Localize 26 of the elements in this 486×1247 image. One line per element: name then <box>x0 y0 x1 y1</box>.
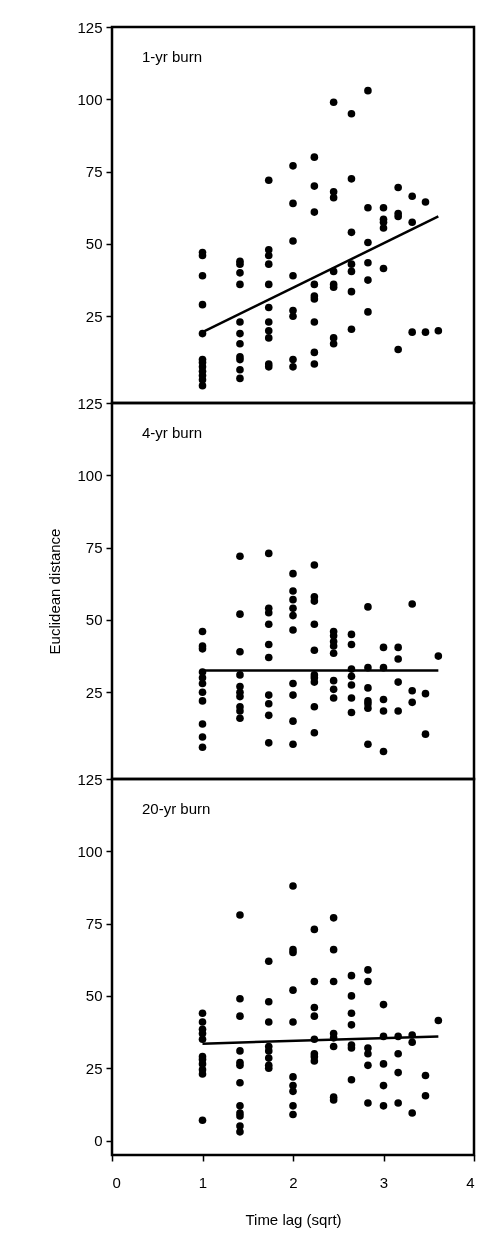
text: 4-yr burn <box>142 424 203 441</box>
x-tick-label: 4 <box>466 1173 475 1191</box>
text: 1-yr burn <box>142 48 203 65</box>
text: 20-yr burn <box>142 800 211 817</box>
x-tick-label: 3 <box>379 1173 389 1191</box>
y-axis-title: Euclidean distance <box>46 528 64 655</box>
y-tick-label: 100 <box>77 90 103 108</box>
y-tick-label: 50 <box>85 235 103 253</box>
y-tick-label: 125 <box>77 18 103 36</box>
y-tick-label: 25 <box>85 307 103 325</box>
x-tick-label: 1 <box>198 1173 208 1191</box>
y-tick-label: 50 <box>85 611 103 629</box>
y-tick-label: 75 <box>85 915 103 933</box>
x-tick-label: 2 <box>289 1173 298 1191</box>
x-tick-label: 0 <box>112 1173 121 1191</box>
y-tick-label: 0 <box>94 1132 103 1150</box>
y-tick-label: 75 <box>85 539 103 557</box>
y-tick-label: 25 <box>85 683 103 701</box>
y-tick-label: 125 <box>77 770 103 788</box>
y-tick-label: 125 <box>77 394 103 412</box>
y-tick-label: 50 <box>85 987 103 1005</box>
y-tick-label: 100 <box>77 466 103 484</box>
y-tick-label: 75 <box>85 163 103 181</box>
y-tick-label: 25 <box>85 1059 103 1077</box>
x-axis-title: Time lag (sqrt) <box>245 1210 342 1228</box>
y-tick-label: 100 <box>77 842 103 860</box>
